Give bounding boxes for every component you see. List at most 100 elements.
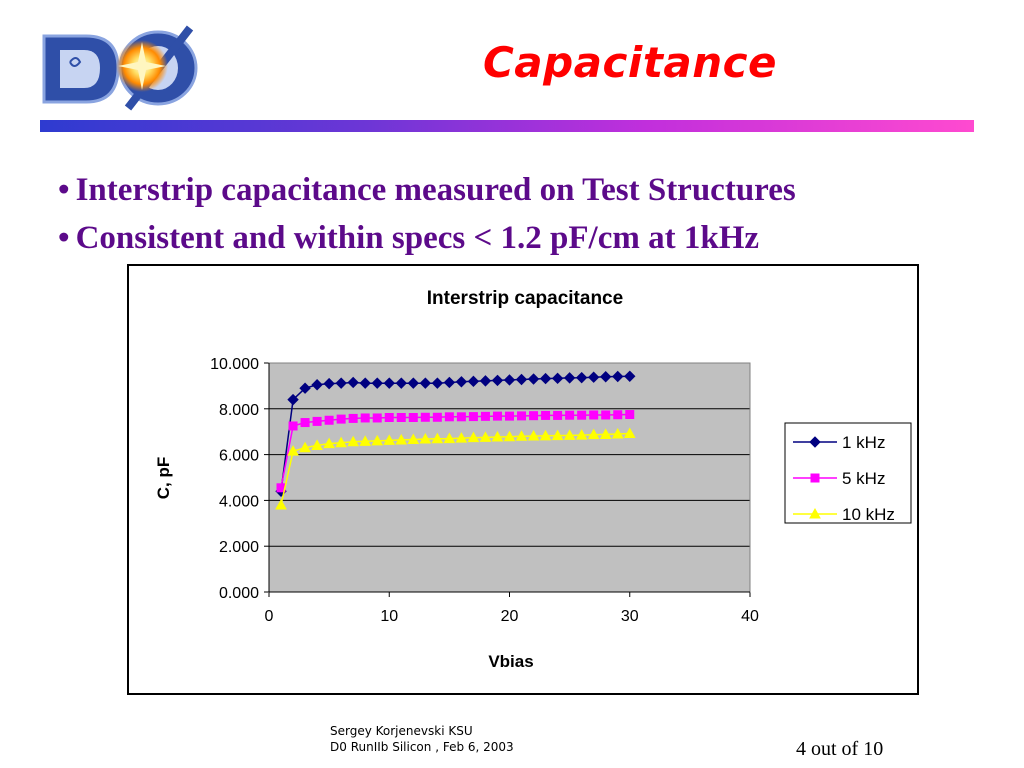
data-point-1khz: [419, 377, 432, 389]
bullet-item: • Interstrip capacitance measured on Test…: [58, 166, 978, 214]
data-point-10khz: [611, 427, 624, 439]
data-point-10khz: [455, 432, 468, 443]
data-point-1khz: [612, 370, 624, 383]
data-point-1khz: [383, 377, 395, 389]
data-point-5khz: [517, 411, 527, 421]
legend-label-10khz: 10 kHz: [842, 505, 895, 524]
legend-marker-1khz: [809, 436, 821, 448]
data-point-10khz: [479, 431, 492, 442]
data-point-5khz: [384, 413, 394, 423]
data-point-5khz: [408, 413, 418, 423]
data-point-5khz: [589, 410, 599, 420]
bullet-item: • Consistent and within specs < 1.2 pF/cm…: [58, 214, 978, 262]
data-point-5khz: [553, 410, 563, 420]
data-point-1khz: [503, 374, 516, 386]
data-point-5khz: [529, 411, 539, 421]
y-tick-label: 8.000: [219, 402, 259, 419]
plot-area: [269, 363, 750, 592]
data-point-5khz: [432, 412, 442, 422]
data-point-5khz: [300, 418, 310, 428]
data-point-5khz: [480, 411, 490, 421]
data-point-1khz: [371, 377, 383, 389]
data-point-10khz: [491, 430, 504, 442]
bullet-marker: •: [58, 172, 70, 208]
x-tick-label: 0: [265, 608, 274, 625]
data-point-5khz: [420, 412, 430, 422]
bullet-text: Consistent and within specs < 1.2 pF/cm …: [75, 220, 760, 256]
legend-label-1khz: 1 kHz: [842, 433, 885, 452]
x-tick-label: 20: [501, 608, 519, 625]
data-point-10khz: [383, 434, 396, 445]
data-point-5khz: [625, 410, 635, 420]
data-point-10khz: [599, 428, 612, 439]
data-point-5khz: [456, 412, 466, 422]
data-point-10khz: [623, 427, 636, 439]
data-point-1khz: [563, 372, 576, 384]
x-tick-label: 40: [741, 608, 759, 625]
y-tick-label: 10.000: [210, 356, 259, 373]
data-point-10khz: [563, 429, 576, 440]
data-point-5khz: [336, 414, 346, 424]
data-point-10khz: [587, 428, 600, 440]
data-point-1khz: [299, 382, 311, 394]
y-tick-label: 0.000: [219, 585, 259, 602]
data-point-10khz: [539, 429, 552, 441]
data-point-10khz: [575, 429, 588, 440]
capacitance-chart: Interstrip capacitance Vbias C, pF 0.000…: [154, 288, 912, 671]
data-point-10khz: [335, 436, 347, 448]
data-point-5khz: [468, 412, 478, 422]
data-point-10khz: [347, 435, 360, 447]
data-point-1khz: [491, 374, 504, 387]
title-divider: [40, 120, 974, 132]
footer-author-line: Sergey Korjenevski KSU: [330, 724, 473, 738]
data-point-5khz: [288, 421, 298, 431]
data-point-1khz: [407, 377, 420, 389]
legend-marker-10khz: [809, 507, 821, 519]
chart-title: Interstrip capacitance: [427, 288, 623, 309]
data-point-5khz: [312, 416, 322, 426]
data-point-1khz: [575, 371, 588, 384]
data-point-1khz: [527, 373, 540, 385]
page-number: 4 out of 10: [796, 738, 884, 760]
data-point-10khz: [299, 441, 311, 453]
data-point-10khz: [527, 430, 540, 441]
bullet-marker: •: [58, 220, 70, 256]
data-point-10khz: [467, 431, 480, 443]
data-point-10khz: [275, 498, 287, 510]
bullet-text: Interstrip capacitance measured on Test …: [75, 172, 796, 208]
data-point-1khz: [395, 377, 407, 389]
data-point-1khz: [335, 377, 347, 389]
data-point-5khz: [396, 413, 406, 423]
data-point-5khz: [577, 410, 587, 420]
data-point-1khz: [443, 376, 456, 389]
chart-frame: Interstrip capacitance Vbias C, pF 0.000…: [127, 264, 919, 695]
slide-title: Capacitance: [482, 38, 778, 87]
data-point-10khz: [443, 432, 456, 444]
data-point-10khz: [407, 433, 420, 444]
y-tick-label: 4.000: [219, 493, 259, 510]
bullet-list: • Interstrip capacitance measured on Test…: [58, 166, 978, 262]
data-point-10khz: [395, 433, 408, 445]
data-point-1khz: [455, 376, 468, 388]
data-point-5khz: [505, 411, 514, 421]
data-point-1khz: [467, 375, 480, 388]
data-point-10khz: [431, 432, 444, 444]
data-point-5khz: [444, 412, 454, 422]
data-point-5khz: [613, 410, 623, 420]
data-point-1khz: [551, 372, 564, 385]
data-point-5khz: [372, 413, 382, 423]
data-point-1khz: [347, 376, 359, 389]
data-point-10khz: [515, 430, 528, 441]
data-point-1khz: [587, 371, 600, 383]
legend-marker-5khz: [810, 473, 820, 483]
y-tick-label: 2.000: [219, 539, 259, 556]
data-point-1khz: [323, 377, 335, 390]
data-point-1khz: [287, 393, 299, 406]
data-point-10khz: [287, 445, 299, 456]
data-point-5khz: [348, 413, 358, 423]
footer-event-line: D0 RunIIb Silicon , Feb 6, 2003: [330, 740, 514, 754]
data-point-1khz: [359, 377, 371, 389]
data-point-5khz: [360, 413, 370, 423]
data-point-1khz: [624, 370, 636, 382]
d0-logo: [42, 25, 198, 111]
